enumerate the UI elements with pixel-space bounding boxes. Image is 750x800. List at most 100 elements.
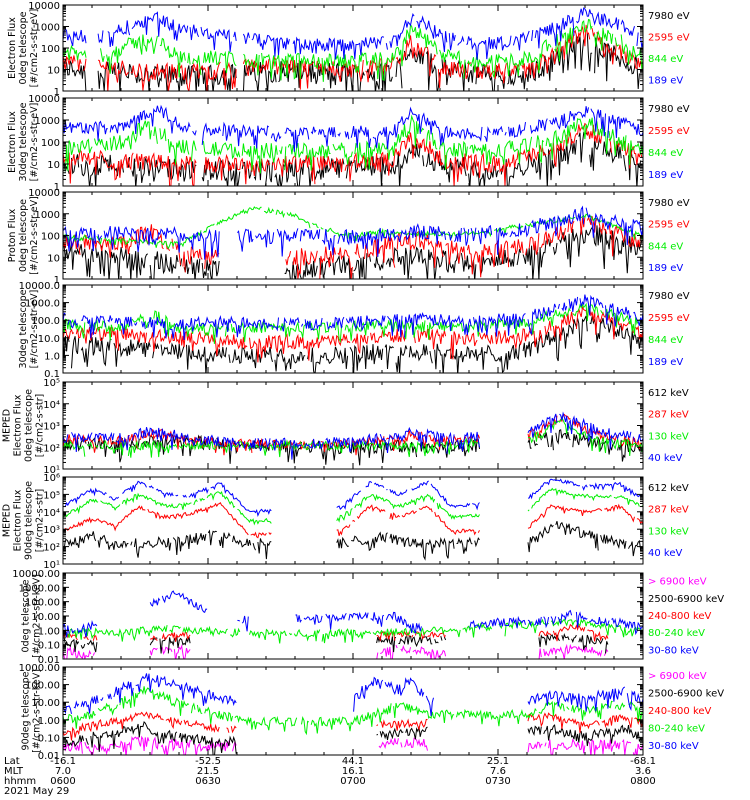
legend-entry: 2500-6900 keV bbox=[648, 594, 724, 605]
series-line-40-kev bbox=[64, 478, 643, 517]
panel-5-traces bbox=[63, 411, 643, 466]
y-tick-label: 10.0 bbox=[38, 334, 60, 345]
x-axis-value-mlt: 7.0 bbox=[55, 766, 71, 777]
legend: 612 keV 287 keV 130 keV 40 keV bbox=[648, 483, 689, 559]
y-tick-label: 1000 bbox=[35, 210, 60, 221]
y-axis-label: MEPED Electron Flux 0deg telescope [#/cm2-s… bbox=[2, 389, 46, 462]
x-axis-value-mlt: 7.6 bbox=[490, 766, 506, 777]
panel-4-traces bbox=[63, 294, 643, 373]
y-tick-label: 10000 bbox=[28, 1, 60, 12]
x-axis-value-lat: -16.1 bbox=[50, 756, 76, 767]
y-axis-label-line: Electron Flux bbox=[13, 489, 24, 551]
y-axis-label-line: 0deg telescope bbox=[21, 579, 32, 652]
y-axis-label: Electron Flux 0deg telescope [#/cm2-s-str-… bbox=[7, 9, 40, 88]
y-axis-label-line: [#/cm2-s-str-eV] bbox=[29, 290, 40, 369]
legend: > 6900 keV 2500-6900 keV 240-800 keV 80-240… bbox=[648, 577, 724, 657]
y-tick-label: 10.00 bbox=[31, 612, 60, 623]
y-tick-label: 0.1 bbox=[44, 369, 60, 380]
y-tick-label: 1000.0 bbox=[25, 299, 60, 310]
y-axis-label: MEPED Electron Flux 90deg telescope [#/cm2-… bbox=[2, 481, 46, 560]
panel-2-traces bbox=[63, 104, 643, 186]
legend-entry: 30-80 keV bbox=[648, 741, 699, 752]
legend-entry: 612 keV bbox=[648, 483, 689, 494]
legend-entry: 7980 eV bbox=[648, 104, 690, 115]
panel-3-traces bbox=[63, 205, 643, 279]
panel-7-traces bbox=[63, 590, 643, 659]
y-tick-label: 100.00 bbox=[25, 598, 60, 609]
legend-entry: 2595 eV bbox=[648, 220, 690, 231]
legend-entry: 80-240 keV bbox=[648, 628, 705, 639]
series-line-80-240-kev bbox=[63, 618, 643, 644]
x-axis-value-hhmm: 0630 bbox=[195, 776, 220, 787]
panel-frame bbox=[62, 381, 644, 470]
legend-entry: 2595 eV bbox=[648, 32, 690, 43]
y-axis-label-line: 0deg telescope bbox=[18, 199, 29, 272]
y-axis-label-line: [#/cm2-s-str] bbox=[35, 489, 46, 552]
series-line-189-ev bbox=[63, 294, 643, 341]
series-line-2595-ev bbox=[63, 24, 643, 91]
x-axis-value-hhmm: 0600 bbox=[50, 776, 75, 787]
legend-entry: 240-800 keV bbox=[648, 611, 712, 622]
panel-6-traces bbox=[63, 478, 643, 561]
legend-entry: 7980 eV bbox=[648, 198, 690, 209]
y-tick-label: 1000 bbox=[35, 23, 60, 34]
x-axis-value-hhmm: 0730 bbox=[485, 776, 510, 787]
legend-entry: 189 eV bbox=[648, 263, 683, 274]
series-line-7980-ev bbox=[63, 225, 643, 279]
series-line-612-kev bbox=[63, 521, 643, 561]
legend: 7980 eV 2595 eV 844 eV 189 eV bbox=[648, 11, 690, 87]
legend-entry: 189 eV bbox=[648, 357, 683, 368]
x-axis-row-label: 2021 May 29 bbox=[4, 786, 69, 797]
x-axis-row-label: Lat bbox=[4, 756, 20, 767]
y-tick-label: 1.00 bbox=[38, 716, 60, 727]
y-axis-label-line: Proton Flux bbox=[7, 208, 18, 262]
legend-entry: 40 keV bbox=[648, 453, 682, 464]
panel-7: 0.01 0.10 1.00 10.00 100.00 1000.00 10000.000d… bbox=[12, 569, 724, 666]
x-axis-value-mlt: 3.6 bbox=[635, 766, 651, 777]
x-axis-value-lat: 25.1 bbox=[487, 756, 509, 767]
y-tick-label: 0.01 bbox=[38, 655, 60, 666]
y-axis-label-line: Electron Flux bbox=[13, 394, 24, 456]
x-axis-value-lat: 44.1 bbox=[342, 756, 364, 767]
y-tick-label: 1000 bbox=[35, 116, 60, 127]
y-tick-label: 100.0 bbox=[31, 316, 60, 327]
y-tick-label: 1.0 bbox=[44, 351, 60, 362]
y-tick-label: 10⁵ bbox=[43, 378, 60, 389]
legend-entry: > 6900 keV bbox=[648, 577, 707, 588]
series-line-130-kev bbox=[63, 487, 643, 526]
y-axis-label-line: [#/cm2-s-str] bbox=[35, 394, 46, 457]
y-axis-label: 30deg telescope [#/cm2-s-str-eV] bbox=[18, 289, 40, 368]
y-tick-label: 10000 bbox=[28, 188, 60, 199]
legend: 7980 eV 2595 eV 844 eV 189 eV bbox=[648, 104, 690, 181]
y-tick-label: 0.10 bbox=[38, 733, 60, 744]
series-line-2500-6900-kev bbox=[63, 632, 609, 654]
series-line-189-ev bbox=[63, 7, 643, 60]
y-tick-label: 1000.00 bbox=[19, 583, 60, 594]
y-tick-label: 100 bbox=[41, 44, 60, 55]
series-line-287-kev bbox=[63, 502, 643, 539]
y-tick-label: 10¹ bbox=[43, 465, 60, 476]
legend: 7980 eV 2595 eV 844 eV 189 eV bbox=[648, 291, 690, 368]
y-tick-label: 10 bbox=[47, 66, 60, 77]
y-axis-label-line: [#/cm2-s-str-keV] bbox=[32, 669, 43, 753]
legend-entry: 30-80 keV bbox=[648, 645, 699, 656]
panel-frame bbox=[62, 666, 644, 756]
panel-frame bbox=[62, 97, 644, 187]
legend: > 6900 keV 2500-6900 keV 240-800 keV 80-240… bbox=[648, 671, 724, 752]
y-tick-label: 10000 bbox=[28, 94, 60, 105]
legend-entry: 844 eV bbox=[648, 54, 683, 65]
y-axis-label: Electron Flux 30deg telescope [#/cm2-s-str… bbox=[7, 102, 40, 181]
panel-1-traces bbox=[63, 7, 643, 91]
y-tick-label: 10⁴ bbox=[43, 508, 60, 519]
y-axis-label-line: 90deg telescope bbox=[24, 481, 35, 560]
y-tick-label: 10 bbox=[47, 253, 60, 264]
